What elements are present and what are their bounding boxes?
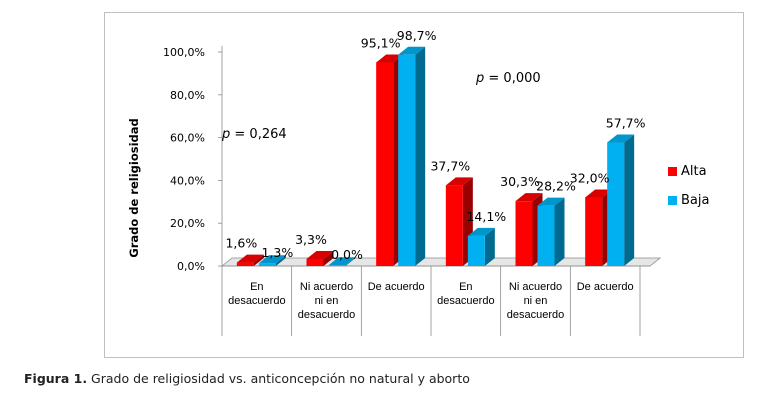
x-tick-label: De acuerdo [577, 281, 634, 293]
data-label-baja: 28,2% [536, 179, 576, 194]
y-tick-label: 0,0% [177, 260, 205, 273]
x-tick-label: desacuerdo [298, 309, 356, 321]
legend-swatch-alta [668, 167, 677, 176]
bar-side-s1-c2 [415, 46, 426, 267]
y-tick-label: 40,0% [170, 174, 205, 187]
data-label-baja: 1,3% [261, 245, 293, 260]
bar-s1-c0 [258, 263, 276, 266]
caption-text: Grado de religiosidad vs. anticoncepción… [87, 371, 470, 386]
data-label-alta: 95,1% [361, 35, 401, 50]
bar-s1-c3 [467, 235, 485, 266]
data-label-alta: 32,0% [570, 171, 610, 186]
bar-top-s1-c0 [258, 255, 286, 264]
data-label-baja: 57,7% [606, 116, 646, 131]
x-tick-label: De acuerdo [368, 281, 425, 293]
bar-top-s0-c5 [585, 189, 613, 198]
data-label-alta: 3,3% [295, 232, 327, 247]
legend-label-baja: Baja [681, 193, 710, 208]
legend-label-alta: Alta [681, 164, 707, 179]
y-tick-label: 100,0% [163, 46, 205, 59]
bar-top-s1-c5 [607, 134, 635, 143]
p-value-annotation: p = 0,264 [221, 127, 287, 142]
bar-s1-c4 [537, 205, 555, 266]
bar-top-s0-c0 [236, 254, 264, 263]
data-label-baja: 0,0% [331, 247, 363, 262]
bar-side-s1-c3 [484, 227, 495, 266]
data-label-baja: 14,1% [466, 209, 506, 224]
bar-side-s0-c0 [253, 254, 264, 266]
bar-top-s0-c1 [306, 250, 334, 259]
bar-side-s1-c1 [345, 257, 356, 266]
x-tick-label: En [250, 281, 263, 293]
bar-side-s0-c1 [323, 250, 334, 266]
x-tick-label: desacuerdo [228, 295, 286, 307]
bar-s1-c1 [328, 265, 346, 266]
x-tick-label: ni en [315, 295, 339, 307]
x-tick-label: desacuerdo [507, 309, 565, 321]
data-label-baja: 98,7% [397, 28, 437, 43]
bar-top-s1-c1 [328, 257, 356, 266]
bar-side-s1-c0 [275, 255, 286, 266]
bar-side-s1-c5 [624, 134, 635, 266]
bar-top-s1-c3 [467, 227, 495, 236]
y-tick-label: 80,0% [170, 89, 205, 102]
x-tick-label: Ni acuerdo [509, 281, 562, 293]
x-tick-label: En [459, 281, 472, 293]
bar-s0-c5 [585, 197, 603, 266]
x-tick-label: ni en [524, 295, 548, 307]
figure-caption: Figura 1. Grado de religiosidad vs. anti… [24, 371, 470, 386]
bar-s0-c1 [306, 258, 324, 266]
bar-s0-c4 [515, 201, 533, 266]
bar-top-s0-c2 [376, 54, 404, 63]
y-tick-label: 20,0% [170, 217, 205, 230]
bar-top-s0-c3 [445, 177, 473, 186]
bar-s0-c2 [376, 62, 394, 267]
bar-s0-c3 [445, 185, 463, 266]
bar-top-s0-c4 [515, 193, 543, 202]
p-value-annotation: p = 0,000 [475, 71, 541, 86]
y-tick-label: 60,0% [170, 132, 205, 145]
caption-label: Figura 1. [24, 371, 88, 386]
legend-item-alta: Alta [668, 164, 707, 179]
bar-top-s1-c2 [398, 46, 426, 55]
y-axis-label: Grado de religiosidad [127, 118, 141, 257]
bar-s1-c5 [607, 142, 625, 266]
legend-item-baja: Baja [668, 193, 709, 208]
x-tick-label: desacuerdo [437, 295, 495, 307]
x-tick-label: Ni acuerdo [300, 281, 353, 293]
bar-side-s1-c4 [554, 197, 565, 266]
bar-top-s1-c4 [537, 197, 565, 206]
data-label-alta: 30,3% [500, 174, 540, 189]
data-label-alta: 1,6% [225, 236, 257, 251]
bar-s1-c2 [398, 54, 416, 267]
legend-swatch-baja [668, 196, 677, 205]
bar-s0-c0 [236, 262, 254, 266]
data-label-alta: 37,7% [430, 158, 470, 173]
